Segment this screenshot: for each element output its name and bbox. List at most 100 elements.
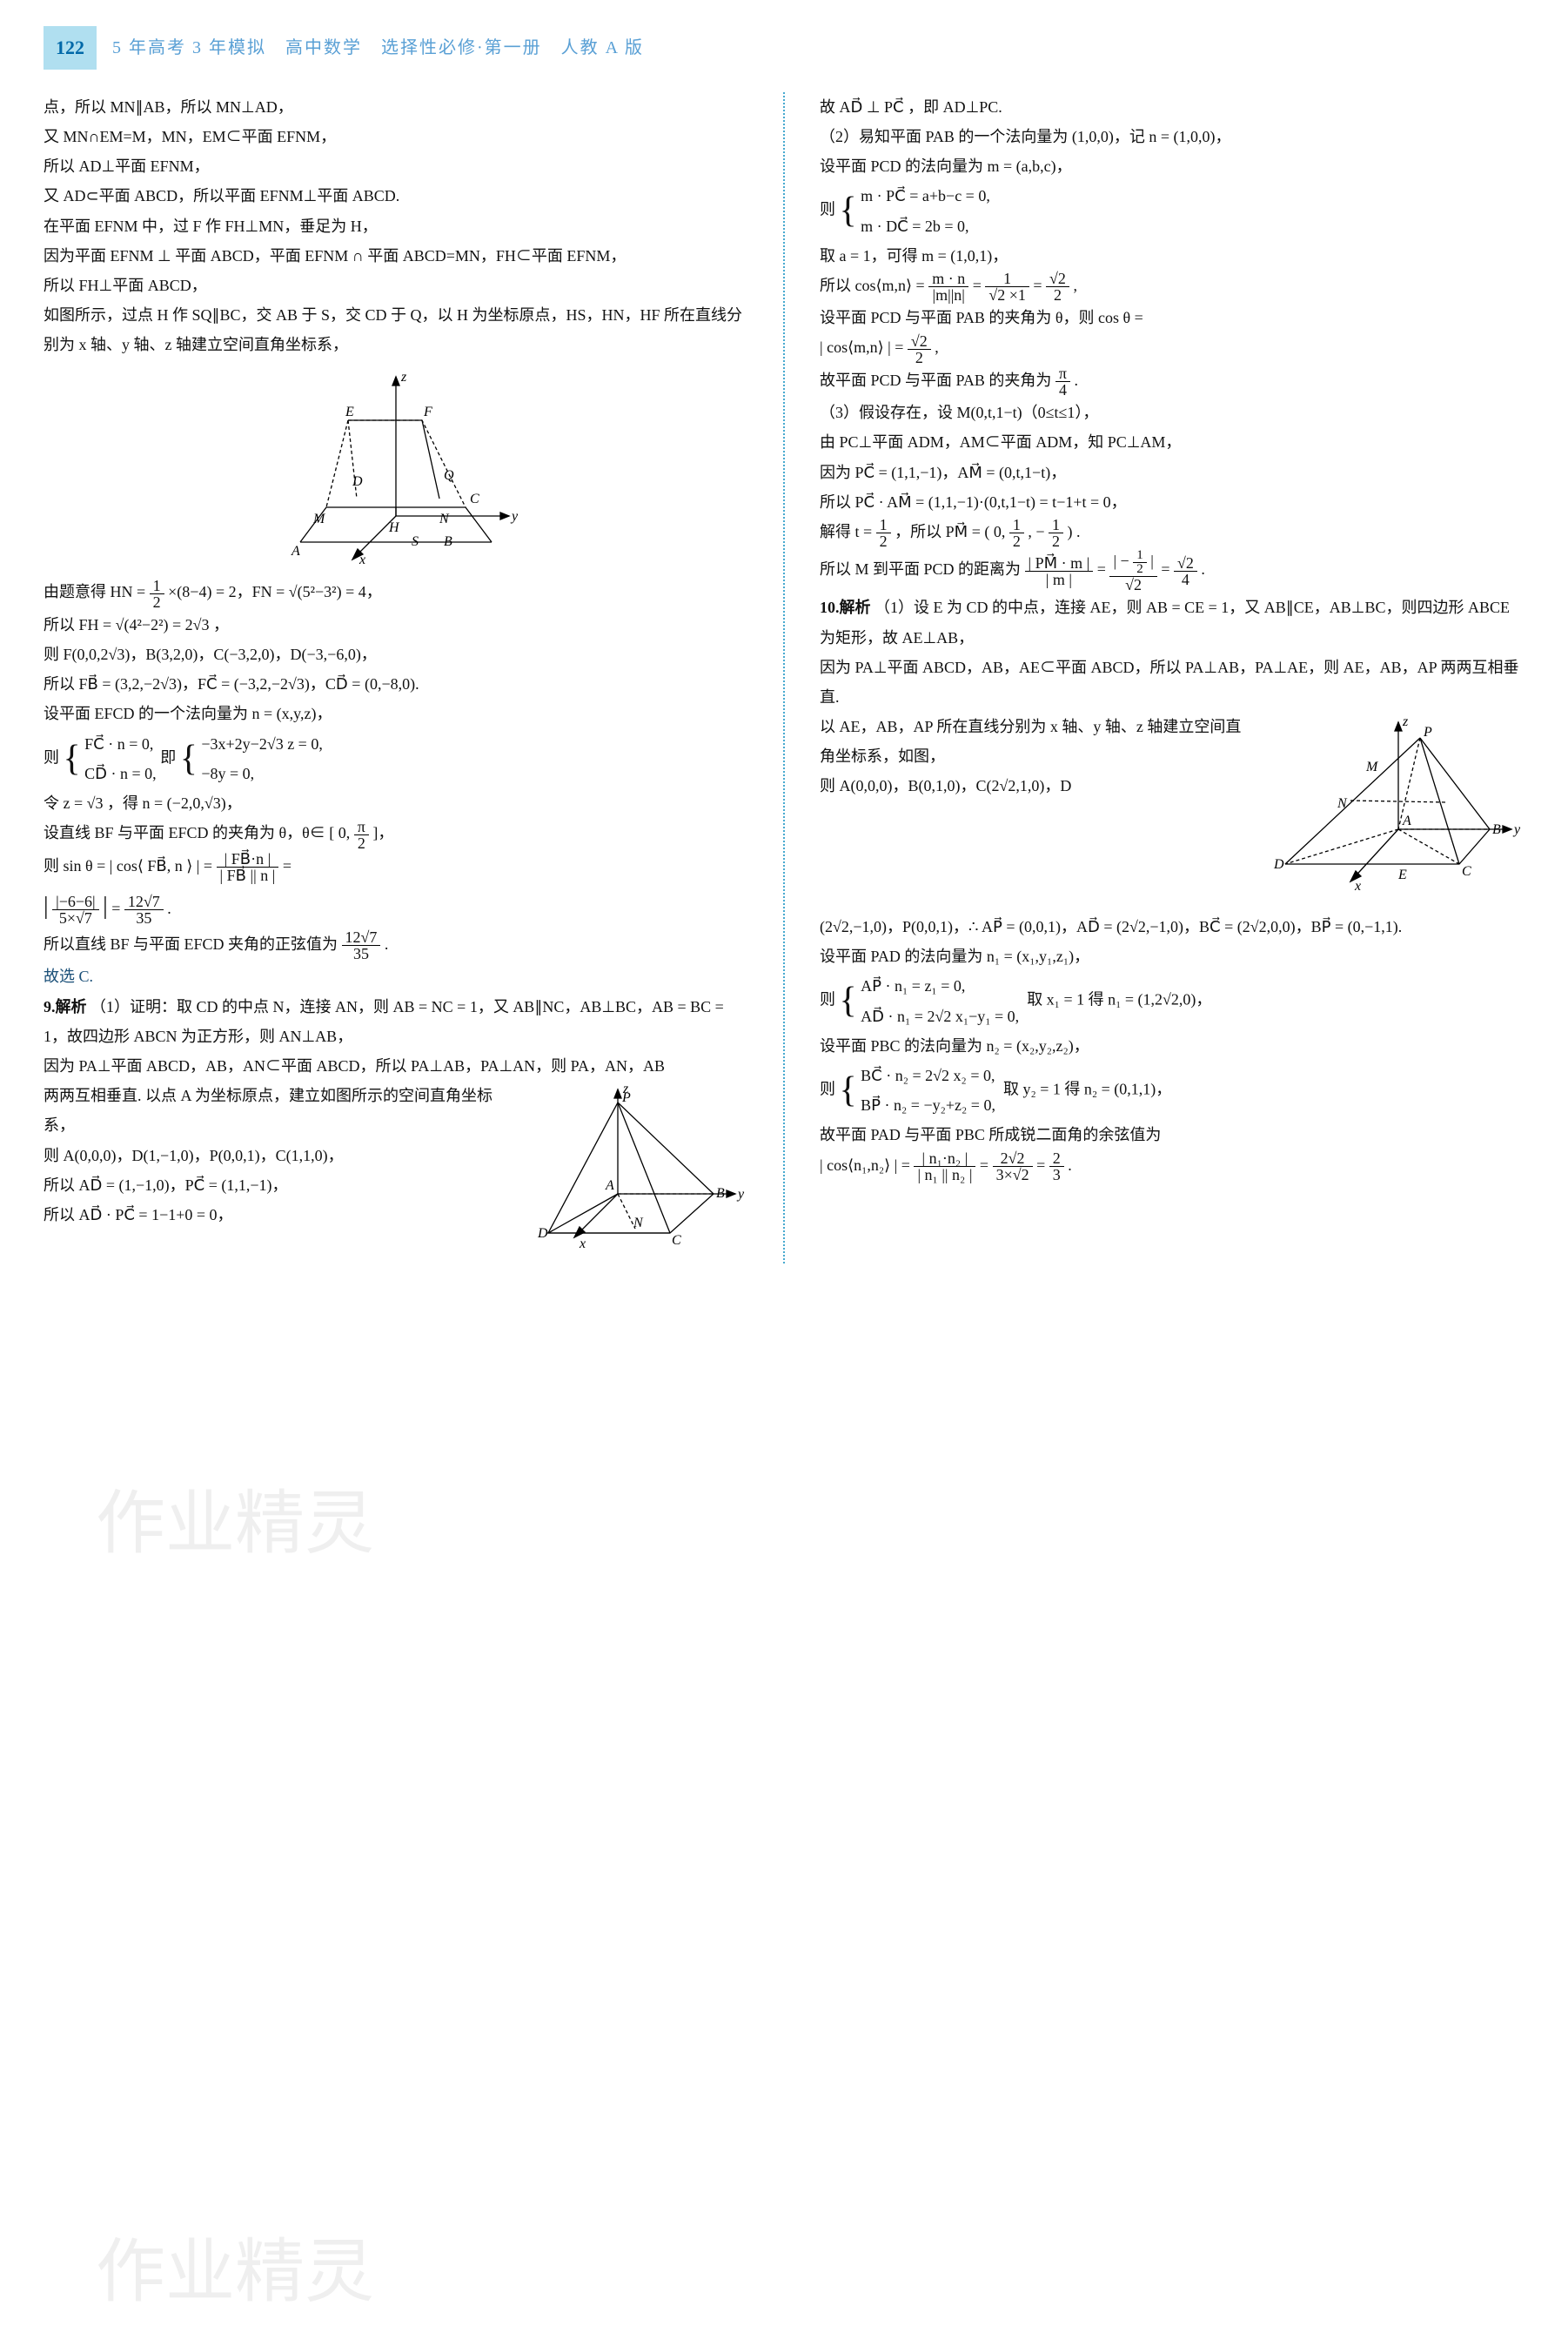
svg-text:y: y: [1512, 822, 1521, 837]
body-text: 设平面 PBC 的法向量为 n₂ = (x₂,y₂,z₂)，: [820, 1031, 1524, 1061]
figure-tetrahedron-3: P MN AB DC E xyz: [1263, 712, 1524, 903]
text: 由题意得 HN =: [44, 583, 150, 600]
question-9: 9.解析 （1）证明：取 CD 的中点 N，连接 AN，则 AB = NC = …: [44, 992, 748, 1051]
svg-text:y: y: [736, 1187, 745, 1202]
svg-text:C: C: [470, 492, 479, 506]
svg-text:N: N: [439, 512, 450, 526]
svg-text:P: P: [1423, 725, 1432, 740]
body-text: 因为 PA⊥平面 ABCD，AB，AE⊂平面 ABCD，所以 PA⊥AB，PA⊥…: [820, 653, 1524, 712]
fraction: | FB⃗·n || FB⃗ || n |: [217, 851, 279, 883]
watermark-text: 作业精灵: [96, 2207, 374, 2339]
text: ,: [1073, 277, 1077, 294]
equation: CD⃗ · n = 0,: [84, 759, 157, 788]
body-text: 因为 PA⊥平面 ABCD，AB，AN⊂平面 ABCD，所以 PA⊥AB，PA⊥…: [44, 1051, 748, 1081]
text: （1）证明：取 CD 的中点 N，连接 AN，则 AB = NC = 1，又 A…: [44, 998, 724, 1045]
svg-text:S: S: [412, 534, 419, 549]
text: ,: [935, 338, 939, 356]
text: 所以 cos⟨m,n⟩ =: [820, 277, 928, 294]
text: 则 sin θ = | cos⟨ FB⃗, n ⟩ | =: [44, 857, 217, 875]
text: .: [385, 935, 389, 953]
body-text: 所以 PC⃗ · AM⃗ = (1,1,−1)·(0,t,1−t) = t−1+…: [820, 487, 1524, 517]
text: .: [167, 900, 171, 917]
body-text: 设平面 PCD 的法向量为 m = (a,b,c)，: [820, 151, 1524, 181]
text: 解得 t =: [820, 523, 876, 540]
fraction: | n₁·n₂ || n₁ || n₂ |: [914, 1150, 975, 1183]
body-text: 则 { AP⃗ · n₁ = z₁ = 0, AD⃗ · n₁ = 2√2 x₁…: [820, 971, 1524, 1030]
answer-text: 故选 C.: [44, 962, 748, 991]
svg-text:H: H: [388, 520, 400, 535]
svg-text:D: D: [352, 474, 363, 489]
brace-icon: {: [840, 191, 857, 231]
svg-text:Q: Q: [444, 468, 454, 483]
svg-text:N: N: [1337, 796, 1348, 811]
text: | cos⟨m,n⟩ | =: [820, 338, 908, 356]
text: =: [973, 277, 986, 294]
equation: m · DC⃗ = 2b = 0,: [861, 211, 990, 241]
fraction: | − 12 | √2: [1109, 549, 1156, 593]
equation: AP⃗ · n₁ = z₁ = 0,: [861, 971, 1019, 1001]
body-text: | cos⟨m,n⟩ | = √22 ,: [820, 332, 1524, 365]
body-text: | |−6−6|5×√7 | = 12√735 .: [44, 883, 748, 929]
body-text: 如图所示，过点 H 作 SQ∥BC，交 AB 于 S，交 CD 于 Q，以 H …: [44, 300, 748, 359]
svg-text:D: D: [1273, 857, 1284, 872]
body-text: 故平面 PAD 与平面 PBC 所成锐二面角的余弦值为: [820, 1120, 1524, 1149]
body-text: 所以直线 BF 与平面 EFCD 夹角的正弦值为 12√735 .: [44, 929, 748, 962]
body-text: 在平面 EFNM 中，过 F 作 FH⊥MN，垂足为 H，: [44, 211, 748, 241]
text: 取 y₂ = 1 得 n₂ = (0,1,1)，: [1003, 1080, 1171, 1097]
text: 设直线 BF 与平面 EFCD 的夹角为 θ，θ∈: [44, 824, 325, 841]
svg-text:C: C: [672, 1233, 681, 1248]
body-text: 设直线 BF 与平面 EFCD 的夹角为 θ，θ∈ [ 0, π2 ]，: [44, 818, 748, 850]
fraction: 12: [150, 578, 164, 610]
fraction: 12√735: [342, 929, 381, 962]
brace-icon: {: [840, 1070, 857, 1110]
text: ]，: [372, 824, 393, 841]
svg-text:z: z: [622, 1082, 629, 1096]
brace-icon: {: [840, 982, 857, 1022]
svg-text:A: A: [605, 1178, 614, 1193]
equation: −8y = 0,: [201, 759, 322, 788]
text: ，所以 PM⃗ = ( 0,: [895, 523, 1009, 540]
svg-text:y: y: [510, 509, 519, 524]
body-text: 又 AD⊂平面 ABCD，所以平面 EFNM⊥平面 ABCD.: [44, 181, 748, 211]
body-text: 由 PC⊥平面 ADM，AM⊂平面 ADM，知 PC⊥AM，: [820, 427, 1524, 457]
text: .: [1201, 560, 1205, 578]
svg-text:F: F: [423, 405, 432, 419]
svg-text:M: M: [312, 512, 326, 526]
fraction: m · n|m||n|: [928, 271, 968, 303]
body-text: 所以 FH = √(4²−2²) = 2√3 ，: [44, 610, 748, 640]
right-column: 故 AD⃗ ⊥ PC⃗ ，即 AD⊥PC. （2）易知平面 PAB 的一个法向量…: [820, 92, 1524, 1263]
fraction: | PM⃗ · m || m |: [1025, 555, 1094, 587]
brace-icon: {: [180, 739, 198, 779]
question-number: 10.解析: [820, 599, 871, 616]
body-text: 则 { m · PC⃗ = a+b−c = 0, m · DC⃗ = 2b = …: [820, 181, 1524, 240]
fraction: 12: [1009, 517, 1024, 549]
fraction: 23: [1049, 1150, 1064, 1183]
text: [ 0,: [329, 824, 354, 841]
equation: BC⃗ · n₂ = 2√2 x₂ = 0,: [861, 1061, 995, 1090]
fraction: 2√23×√2: [993, 1150, 1033, 1183]
body-text: 故平面 PCD 与平面 PAB 的夹角为 π4 .: [820, 365, 1524, 398]
text: =: [1033, 277, 1046, 294]
text: 所以 M 到平面 PCD 的距离为: [820, 560, 1025, 578]
left-column: 点，所以 MN∥AB，所以 MN⊥AD， 又 MN∩EM=M，MN，EM⊂平面 …: [44, 92, 748, 1263]
svg-text:E: E: [1397, 868, 1407, 882]
figure-tetrahedron-2: PAB DNC xyz: [522, 1081, 748, 1255]
text: 则: [820, 991, 835, 1009]
body-text: （3）假设存在，设 M(0,t,1−t)（0≤t≤1），: [820, 398, 1524, 427]
body-text: 设平面 PAD 的法向量为 n₁ = (x₁,y₁,z₁)，: [820, 942, 1524, 971]
text: =: [1036, 1156, 1049, 1174]
page-header: 122 5 年高考 3 年模拟 高中数学 选择性必修·第一册 人教 A 版: [44, 26, 1524, 70]
body-text: 则 { FC⃗ · n = 0, CD⃗ · n = 0, 即 { −3x+2y…: [44, 729, 748, 788]
body-text: 解得 t = 12 ，所以 PM⃗ = ( 0, 12 , − 12 ) .: [820, 517, 1524, 549]
body-text: | cos⟨n₁,n₂⟩ | = | n₁·n₂ || n₁ || n₂ | =…: [820, 1150, 1524, 1183]
svg-text:B: B: [716, 1186, 725, 1201]
fraction: 12√735: [124, 894, 164, 926]
fraction: √24: [1174, 555, 1197, 587]
svg-text:E: E: [345, 405, 354, 419]
text: | cos⟨n₁,n₂⟩ | =: [820, 1156, 914, 1174]
body-text: (2√2,−1,0)，P(0,0,1)，∴ AP⃗ = (0,0,1)，AD⃗ …: [820, 912, 1524, 942]
text: ) .: [1068, 523, 1081, 540]
svg-text:C: C: [1462, 864, 1471, 879]
body-text: 所以 cos⟨m,n⟩ = m · n|m||n| = 1√2 ×1 = √22…: [820, 271, 1524, 303]
body-text: 因为平面 EFNM ⊥ 平面 ABCD，平面 EFNM ∩ 平面 ABCD=MN…: [44, 241, 748, 271]
